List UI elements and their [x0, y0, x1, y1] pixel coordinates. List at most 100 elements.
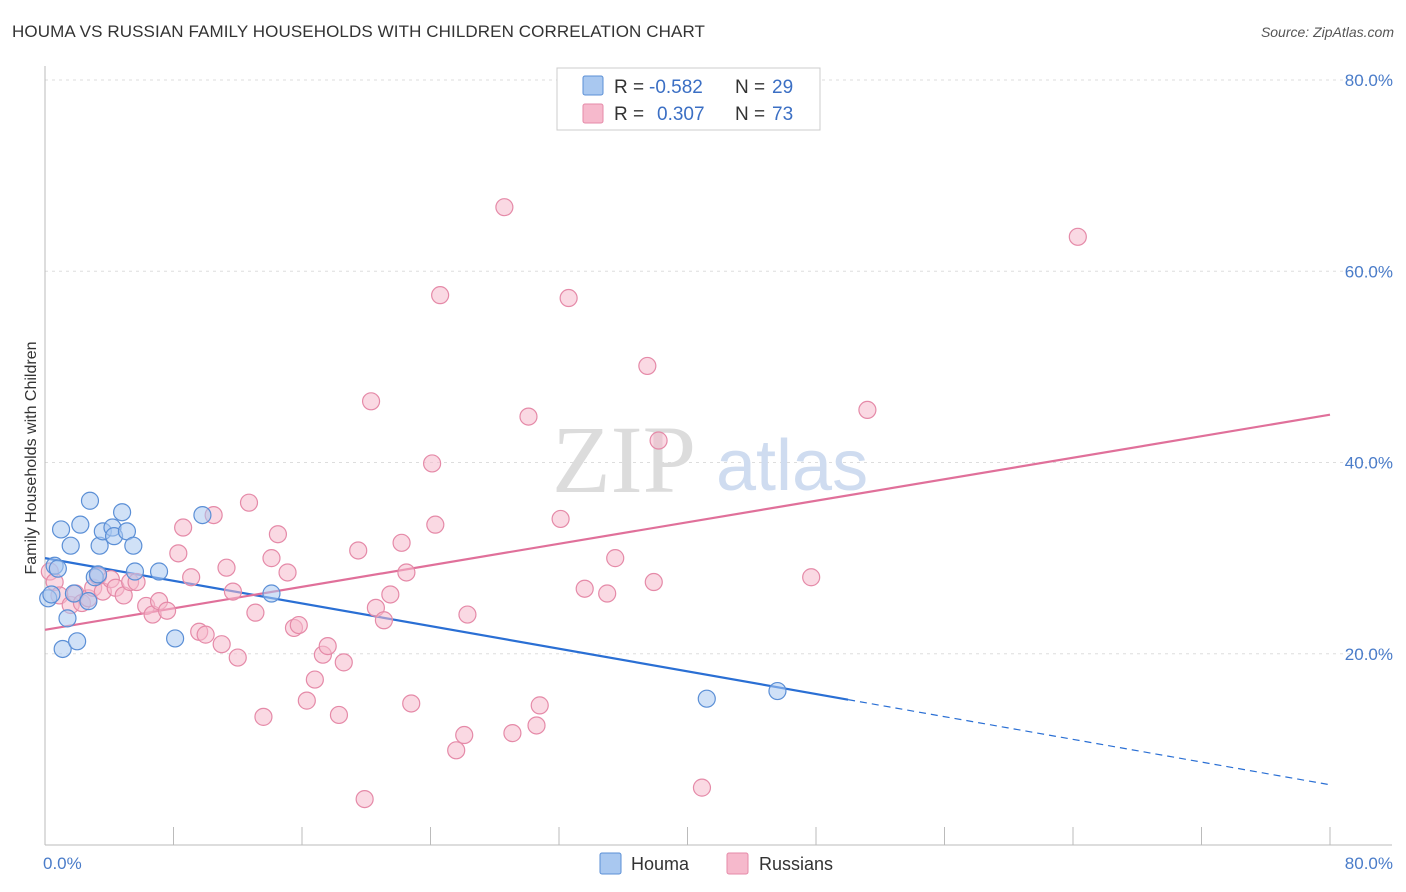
russians-point — [355, 789, 374, 809]
russians-point — [254, 707, 273, 726]
houma-trend-extension — [848, 699, 1331, 786]
russians-point — [503, 724, 522, 743]
houma-point — [193, 505, 212, 525]
russians-point — [519, 407, 538, 426]
y-axis-title: Family Households with Children — [23, 342, 40, 575]
houma-point — [58, 609, 77, 628]
russians-point — [606, 549, 625, 568]
watermark-atlas: atlas — [716, 426, 868, 506]
houma-point — [768, 681, 787, 701]
russians-point — [246, 603, 265, 622]
houma-point — [149, 562, 169, 581]
russians-point — [318, 636, 337, 656]
bottom-legend-russians: Russians — [759, 854, 833, 874]
russians-point — [575, 579, 594, 598]
houma-point — [48, 559, 67, 578]
legend-houma-n-value: 29 — [772, 77, 793, 98]
russians-point — [458, 605, 477, 624]
houma-point — [166, 629, 185, 648]
russians-point — [217, 558, 236, 577]
russians-point — [381, 585, 400, 604]
russians-point — [1068, 227, 1087, 246]
russians-point — [157, 601, 177, 620]
houma-point — [262, 584, 281, 603]
grid-lines — [45, 79, 1392, 655]
axes — [44, 66, 1392, 846]
russians-point — [334, 653, 353, 672]
houma-point — [64, 584, 84, 603]
russians-point — [361, 392, 381, 411]
houma-point — [53, 639, 72, 659]
russians-point — [802, 568, 821, 587]
russians-point — [289, 615, 308, 635]
russians-point — [447, 741, 466, 760]
russians-point — [239, 493, 259, 512]
russians-point — [402, 694, 421, 713]
y-tick-label: 60.0% — [1345, 262, 1393, 281]
russians-point — [455, 725, 474, 745]
bottom-legend-swatch-houma — [599, 852, 622, 875]
y-tick-label: 20.0% — [1345, 645, 1393, 664]
bottom-legend: Houma Russians — [599, 852, 833, 875]
legend: R = -0.582 N = 29 R = 0.307 N = 73 — [556, 67, 821, 131]
russians-point — [426, 515, 445, 534]
tick-labels: 20.0% 40.0% 60.0% 80.0% 0.0% 80.0% — [43, 71, 1393, 873]
russians-point — [329, 705, 349, 725]
houma-point — [125, 562, 145, 581]
russians-point — [692, 778, 712, 797]
legend-houma-r-value: -0.582 — [649, 77, 703, 98]
russians-point — [527, 716, 546, 735]
russians-point — [278, 563, 297, 582]
houma-point — [71, 515, 90, 534]
legend-swatch-russians — [582, 103, 604, 124]
russians-point — [644, 572, 663, 592]
legend-houma-n-label: N = — [735, 77, 765, 98]
houma-point — [61, 536, 80, 555]
legend-russians-r-value: 0.307 — [657, 104, 705, 125]
russians-point — [598, 584, 617, 603]
russians-point — [268, 525, 288, 544]
houma-point — [42, 585, 61, 604]
y-tick-label: 40.0% — [1345, 454, 1393, 473]
houma-point — [112, 503, 132, 522]
watermark: ZIP atlas — [552, 406, 868, 513]
houma-point — [88, 565, 108, 584]
legend-houma-r-label: R = — [614, 77, 644, 98]
russians-point — [551, 509, 570, 529]
russians-point — [559, 288, 578, 308]
russians-point — [228, 648, 247, 667]
russians-point — [858, 400, 877, 420]
watermark-zip: ZIP — [552, 406, 696, 513]
legend-russians-n-value: 73 — [772, 104, 793, 125]
russians-point — [638, 356, 657, 376]
russians-point — [212, 635, 231, 654]
russians-point — [169, 544, 188, 563]
houma-point — [124, 536, 143, 555]
russians-point — [423, 454, 442, 473]
russians-point — [182, 568, 201, 587]
russians-point — [530, 696, 549, 715]
bottom-legend-houma: Houma — [631, 854, 690, 874]
russians-point — [431, 286, 450, 305]
russians-point — [392, 533, 411, 552]
russians-point — [223, 582, 243, 601]
trend-lines — [44, 413, 1331, 786]
russians-point — [174, 518, 193, 537]
houma-point — [51, 520, 71, 539]
russians-point — [196, 625, 215, 644]
russians-trend-line — [44, 413, 1331, 631]
data-points — [39, 198, 1087, 809]
russians-point — [305, 670, 324, 689]
source-credit: Source: ZipAtlas.com — [1260, 24, 1394, 40]
legend-swatch-houma — [582, 75, 604, 96]
russians-point — [649, 431, 668, 450]
y-tick-label: 80.0% — [1345, 71, 1393, 90]
legend-russians-r-label: R = — [614, 104, 644, 125]
houma-point — [80, 491, 100, 510]
russians-point — [297, 691, 316, 710]
x-tick-label: 0.0% — [43, 854, 82, 873]
houma-trend-line — [44, 557, 849, 701]
houma-point — [79, 592, 98, 611]
russians-point — [397, 563, 416, 582]
